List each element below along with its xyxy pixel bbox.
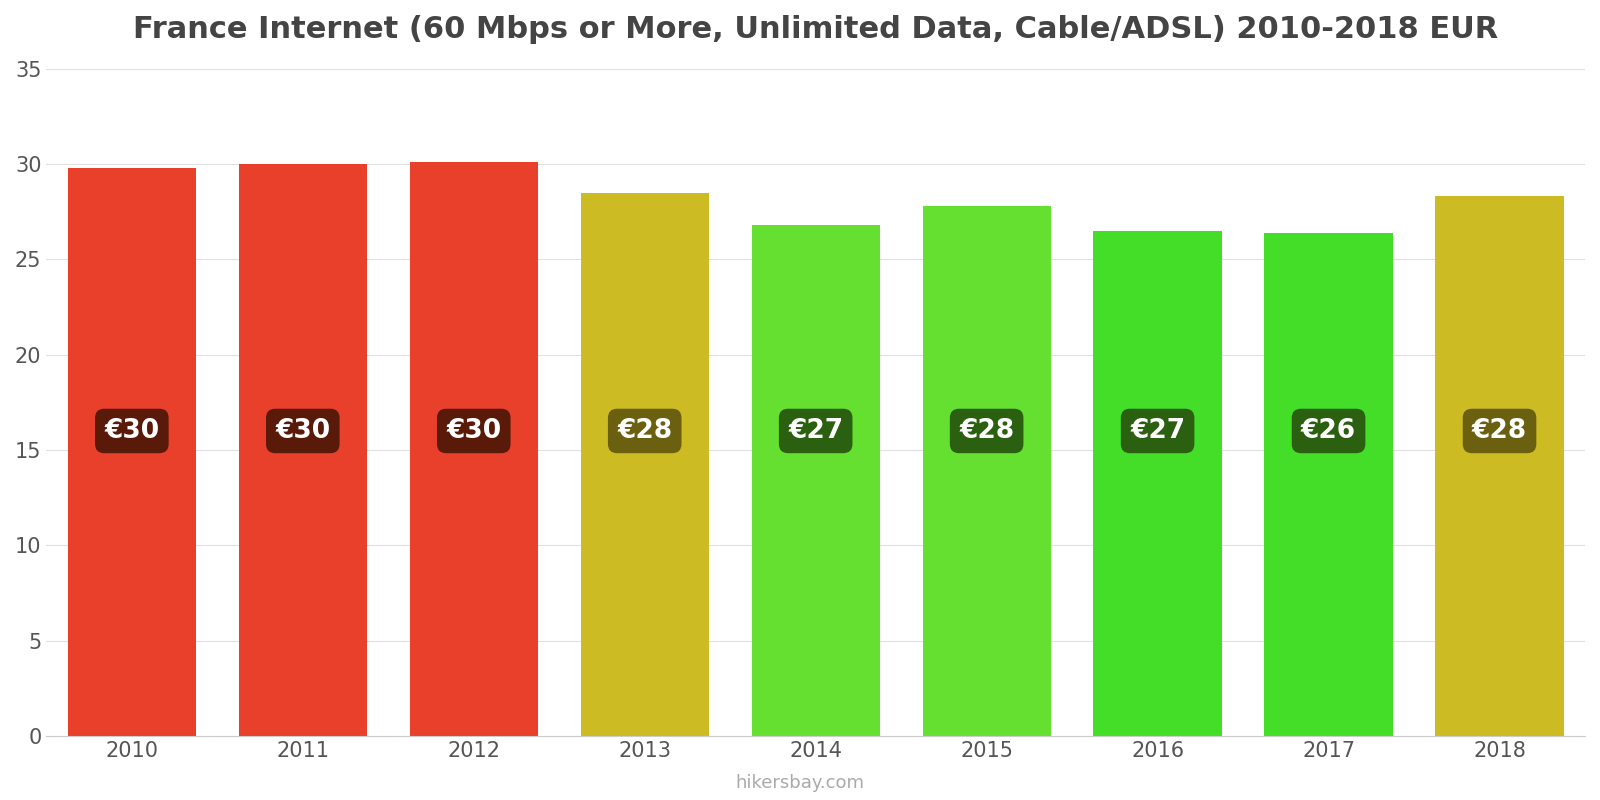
Text: €30: €30: [446, 418, 501, 444]
Bar: [1264, 233, 1392, 736]
Bar: [752, 225, 880, 736]
Text: €28: €28: [958, 418, 1014, 444]
Title: France Internet (60 Mbps or More, Unlimited Data, Cable/ADSL) 2010-2018 EUR: France Internet (60 Mbps or More, Unlimi…: [133, 15, 1498, 44]
Bar: [581, 193, 709, 736]
Text: €28: €28: [1472, 418, 1526, 444]
Bar: [1093, 230, 1222, 736]
Text: €30: €30: [275, 418, 330, 444]
Text: €26: €26: [1301, 418, 1357, 444]
Text: €28: €28: [618, 418, 672, 444]
Text: €27: €27: [789, 418, 843, 444]
Bar: [67, 168, 195, 736]
Text: €30: €30: [104, 418, 160, 444]
Bar: [238, 164, 366, 736]
Text: hikersbay.com: hikersbay.com: [736, 774, 864, 792]
Bar: [410, 162, 538, 736]
Text: €27: €27: [1130, 418, 1186, 444]
Bar: [923, 206, 1051, 736]
Bar: [1435, 196, 1563, 736]
